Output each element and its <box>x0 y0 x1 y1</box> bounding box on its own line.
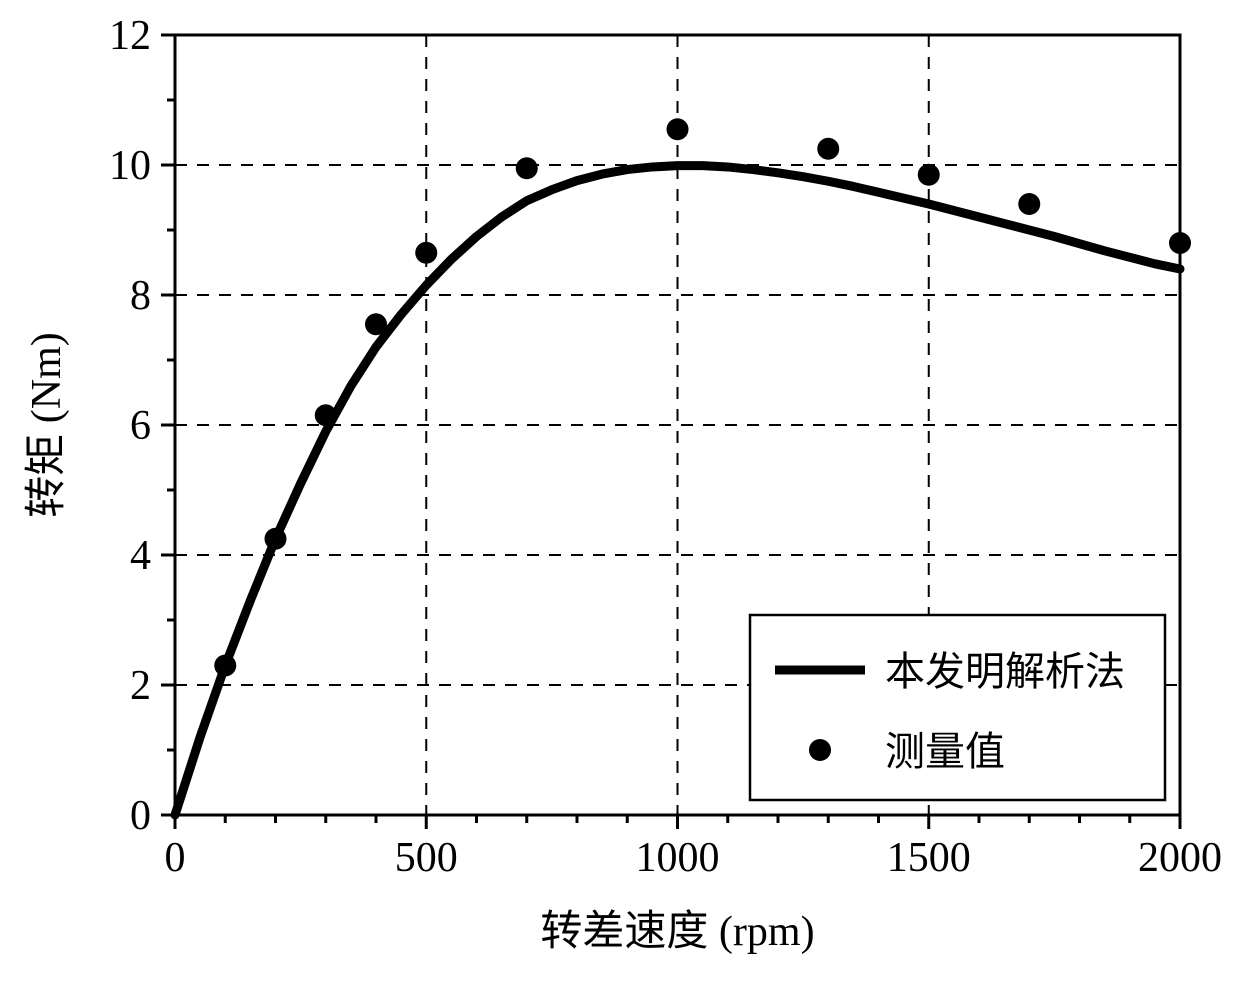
y-tick-label: 2 <box>130 663 151 709</box>
measured-point <box>315 404 337 426</box>
legend-label-analytic: 本发明解析法 <box>885 649 1125 694</box>
y-axis-label: 转矩 (Nm) <box>24 332 70 517</box>
measured-point <box>415 242 437 264</box>
measured-point <box>918 164 940 186</box>
measured-point <box>365 313 387 335</box>
measured-point <box>817 138 839 160</box>
measured-point <box>516 157 538 179</box>
y-tick-label: 12 <box>109 13 151 59</box>
y-tick-label: 0 <box>130 793 151 839</box>
x-tick-label: 2000 <box>1138 835 1222 881</box>
y-tick-label: 10 <box>109 143 151 189</box>
measured-point <box>667 118 689 140</box>
chart-svg: 0 500 1000 1500 2000 0 2 4 6 8 10 12 转差速度 (rpm) 转矩 (N… <box>0 0 1240 995</box>
legend-dot-swatch <box>809 739 831 761</box>
x-tick-label: 0 <box>165 835 186 881</box>
x-tick-label: 500 <box>395 835 458 881</box>
y-tick-label: 8 <box>130 273 151 319</box>
measured-point <box>214 655 236 677</box>
measured-point <box>265 528 287 550</box>
torque-slip-chart: 0 500 1000 1500 2000 0 2 4 6 8 10 12 转差速度 (rpm) 转矩 (N… <box>0 0 1240 995</box>
y-tick-label: 6 <box>130 403 151 449</box>
x-tick-label: 1000 <box>636 835 720 881</box>
legend-label-measured: 测量值 <box>885 729 1005 774</box>
measured-point <box>1169 232 1191 254</box>
x-axis-label: 转差速度 (rpm) <box>540 909 814 955</box>
y-tick-label: 4 <box>130 533 151 579</box>
x-tick-label: 1500 <box>887 835 971 881</box>
measured-point <box>1018 193 1040 215</box>
